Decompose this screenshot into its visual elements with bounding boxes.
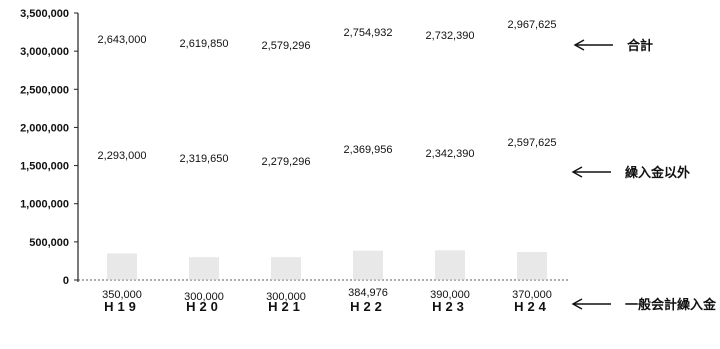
bar-other [517,81,547,252]
y-tick-label: 3,500,000 [20,8,69,20]
y-tick-label: 500,000 [29,237,69,249]
bar-transfer [271,257,301,280]
bar-transfer [189,257,219,280]
bar-transfer [107,253,137,280]
data-labels: 2,643,000 2,619,850 2,579,296 2,754,932 2,73… [98,19,557,303]
data-label: 2,279,296 [262,156,311,168]
bar-other [189,103,219,258]
data-label: 2,579,296 [262,40,311,52]
data-label: 300,000 [266,291,306,303]
x-axis: H19 H20 H21 H22 H23 H24 [78,279,570,314]
x-tick-label: H22 [350,299,386,314]
data-label: 2,319,650 [180,153,229,165]
arrow-left-icon [573,39,585,51]
data-label: 2,342,390 [426,148,475,160]
y-tick-label: 0 [63,275,69,287]
data-label: 2,967,625 [508,19,557,31]
bar-other [353,99,383,251]
x-tick-label: H20 [186,299,222,314]
data-label: 2,597,625 [508,137,557,149]
y-tick-label: 3,000,000 [20,46,69,58]
y-tick-label: 2,500,000 [20,84,69,96]
data-label: 2,732,390 [426,30,475,42]
data-label: 350,000 [102,289,142,301]
x-tick-label: H23 [432,299,468,314]
bars [107,81,547,280]
data-label: 2,643,000 [98,34,147,46]
data-label: 2,369,956 [344,144,393,156]
data-label: 2,619,850 [180,38,229,50]
arrow-left-icon [571,166,583,178]
bar-transfer [517,251,547,280]
y-tick-label: 1,000,000 [20,199,69,211]
x-tick-label: H19 [104,299,140,314]
data-label: 2,293,000 [98,150,147,162]
bar-transfer [435,250,465,280]
y-tick-label: 1,500,000 [20,161,69,173]
y-tick-label: 2,000,000 [20,122,69,134]
x-tick-label: H21 [268,299,304,314]
bar-other [435,101,465,251]
data-label: 2,754,932 [344,27,393,39]
data-label: 384,976 [348,287,388,299]
y-axis: 0 500,000 1,000,000 1,500,000 2,000,000 2,500… [20,8,79,287]
arrow-left-icon [571,298,583,310]
data-label: 370,000 [512,289,552,301]
series-name-label: 一般会計繰入金 [625,297,717,312]
series-name-label: 繰入金以外 [625,165,690,180]
data-label: 390,000 [430,289,470,301]
bar-other [107,105,137,254]
x-tick-label: H24 [514,299,550,314]
series-name-label: 合計 [627,38,653,53]
bar-other [271,106,301,258]
data-label: 300,000 [184,291,224,303]
bar-transfer [353,250,383,280]
